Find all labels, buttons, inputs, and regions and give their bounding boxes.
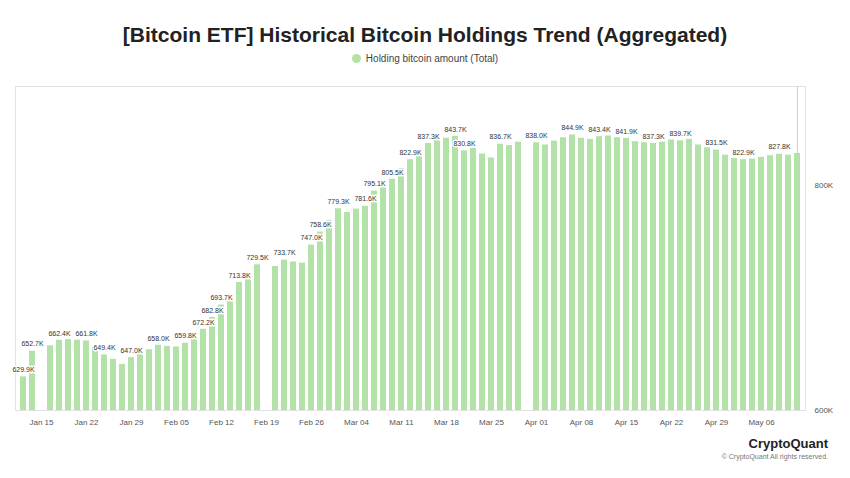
svg-text:805.5K: 805.5K [381, 169, 404, 176]
svg-text:843.7K: 843.7K [444, 126, 467, 133]
svg-text:672.2K: 672.2K [192, 319, 215, 326]
svg-text:758.6K: 758.6K [309, 221, 332, 228]
svg-text:Feb 05: Feb 05 [164, 418, 189, 427]
svg-text:693.7K: 693.7K [210, 294, 233, 301]
svg-text:Apr 15: Apr 15 [615, 418, 639, 427]
svg-text:733.7K: 733.7K [273, 249, 296, 256]
svg-text:800K: 800K [815, 181, 834, 190]
svg-text:Jan 22: Jan 22 [74, 418, 99, 427]
svg-text:Mar 04: Mar 04 [344, 418, 369, 427]
svg-text:839.7K: 839.7K [669, 130, 692, 137]
svg-text:827.8K: 827.8K [768, 143, 791, 150]
svg-text:747.0K: 747.0K [300, 234, 323, 241]
svg-text:Apr 22: Apr 22 [660, 418, 684, 427]
svg-text:Apr 01: Apr 01 [525, 418, 549, 427]
svg-text:822.9K: 822.9K [732, 149, 755, 156]
svg-text:841.9K: 841.9K [615, 128, 638, 135]
html-text:Holding bitcoin amount (Total): Holding bitcoin amount (Total) [365, 53, 499, 64]
svg-text:Mar 25: Mar 25 [479, 418, 504, 427]
svg-text:662.4K: 662.4K [48, 330, 71, 337]
svg-text:Mar 18: Mar 18 [434, 418, 459, 427]
svg-text:781.6K: 781.6K [354, 195, 377, 202]
svg-text:822.9K: 822.9K [399, 149, 422, 156]
html-text:© CryptoQuant All rights reser: © CryptoQuant All rights reserved. [721, 453, 828, 460]
svg-text:649.4K: 649.4K [93, 344, 116, 351]
svg-text:652.7K: 652.7K [21, 340, 44, 347]
svg-text:837.3K: 837.3K [417, 133, 440, 140]
svg-text:647.0K: 647.0K [120, 347, 143, 354]
svg-text:658.0K: 658.0K [147, 334, 170, 341]
svg-text:795.1K: 795.1K [363, 180, 386, 187]
svg-text:844.9K: 844.9K [561, 124, 584, 131]
svg-text:830.8K: 830.8K [453, 140, 476, 147]
svg-text:729.5K: 729.5K [246, 254, 269, 261]
svg-text:843.4K: 843.4K [588, 126, 611, 133]
svg-text:629.9K: 629.9K [12, 366, 35, 373]
svg-text:Feb 19: Feb 19 [254, 418, 279, 427]
svg-text:836.7K: 836.7K [489, 133, 512, 140]
svg-text:Apr 08: Apr 08 [570, 418, 594, 427]
html-text:CryptoQuant: CryptoQuant [748, 436, 828, 451]
svg-text:831.5K: 831.5K [705, 139, 728, 146]
svg-text:Jan 29: Jan 29 [119, 418, 144, 427]
html-text:[Bitcoin ETF] Historical Bitco: [Bitcoin ETF] Historical Bitcoin Holding… [122, 23, 728, 46]
svg-text:May 06: May 06 [748, 418, 775, 427]
svg-text:600K: 600K [815, 406, 834, 415]
svg-text:837.3K: 837.3K [642, 133, 665, 140]
svg-text:Apr 29: Apr 29 [705, 418, 729, 427]
svg-text:713.8K: 713.8K [228, 272, 251, 279]
svg-text:Feb 26: Feb 26 [299, 418, 324, 427]
svg-text:838.0K: 838.0K [525, 132, 548, 139]
svg-text:Feb 12: Feb 12 [209, 418, 234, 427]
svg-text:Mar 11: Mar 11 [389, 418, 414, 427]
svg-text:682.8K: 682.8K [201, 307, 224, 314]
svg-text:779.3K: 779.3K [327, 198, 350, 205]
svg-text:661.8K: 661.8K [75, 330, 98, 337]
svg-text:659.8K: 659.8K [174, 332, 197, 339]
svg-text:Jan 15: Jan 15 [29, 418, 54, 427]
